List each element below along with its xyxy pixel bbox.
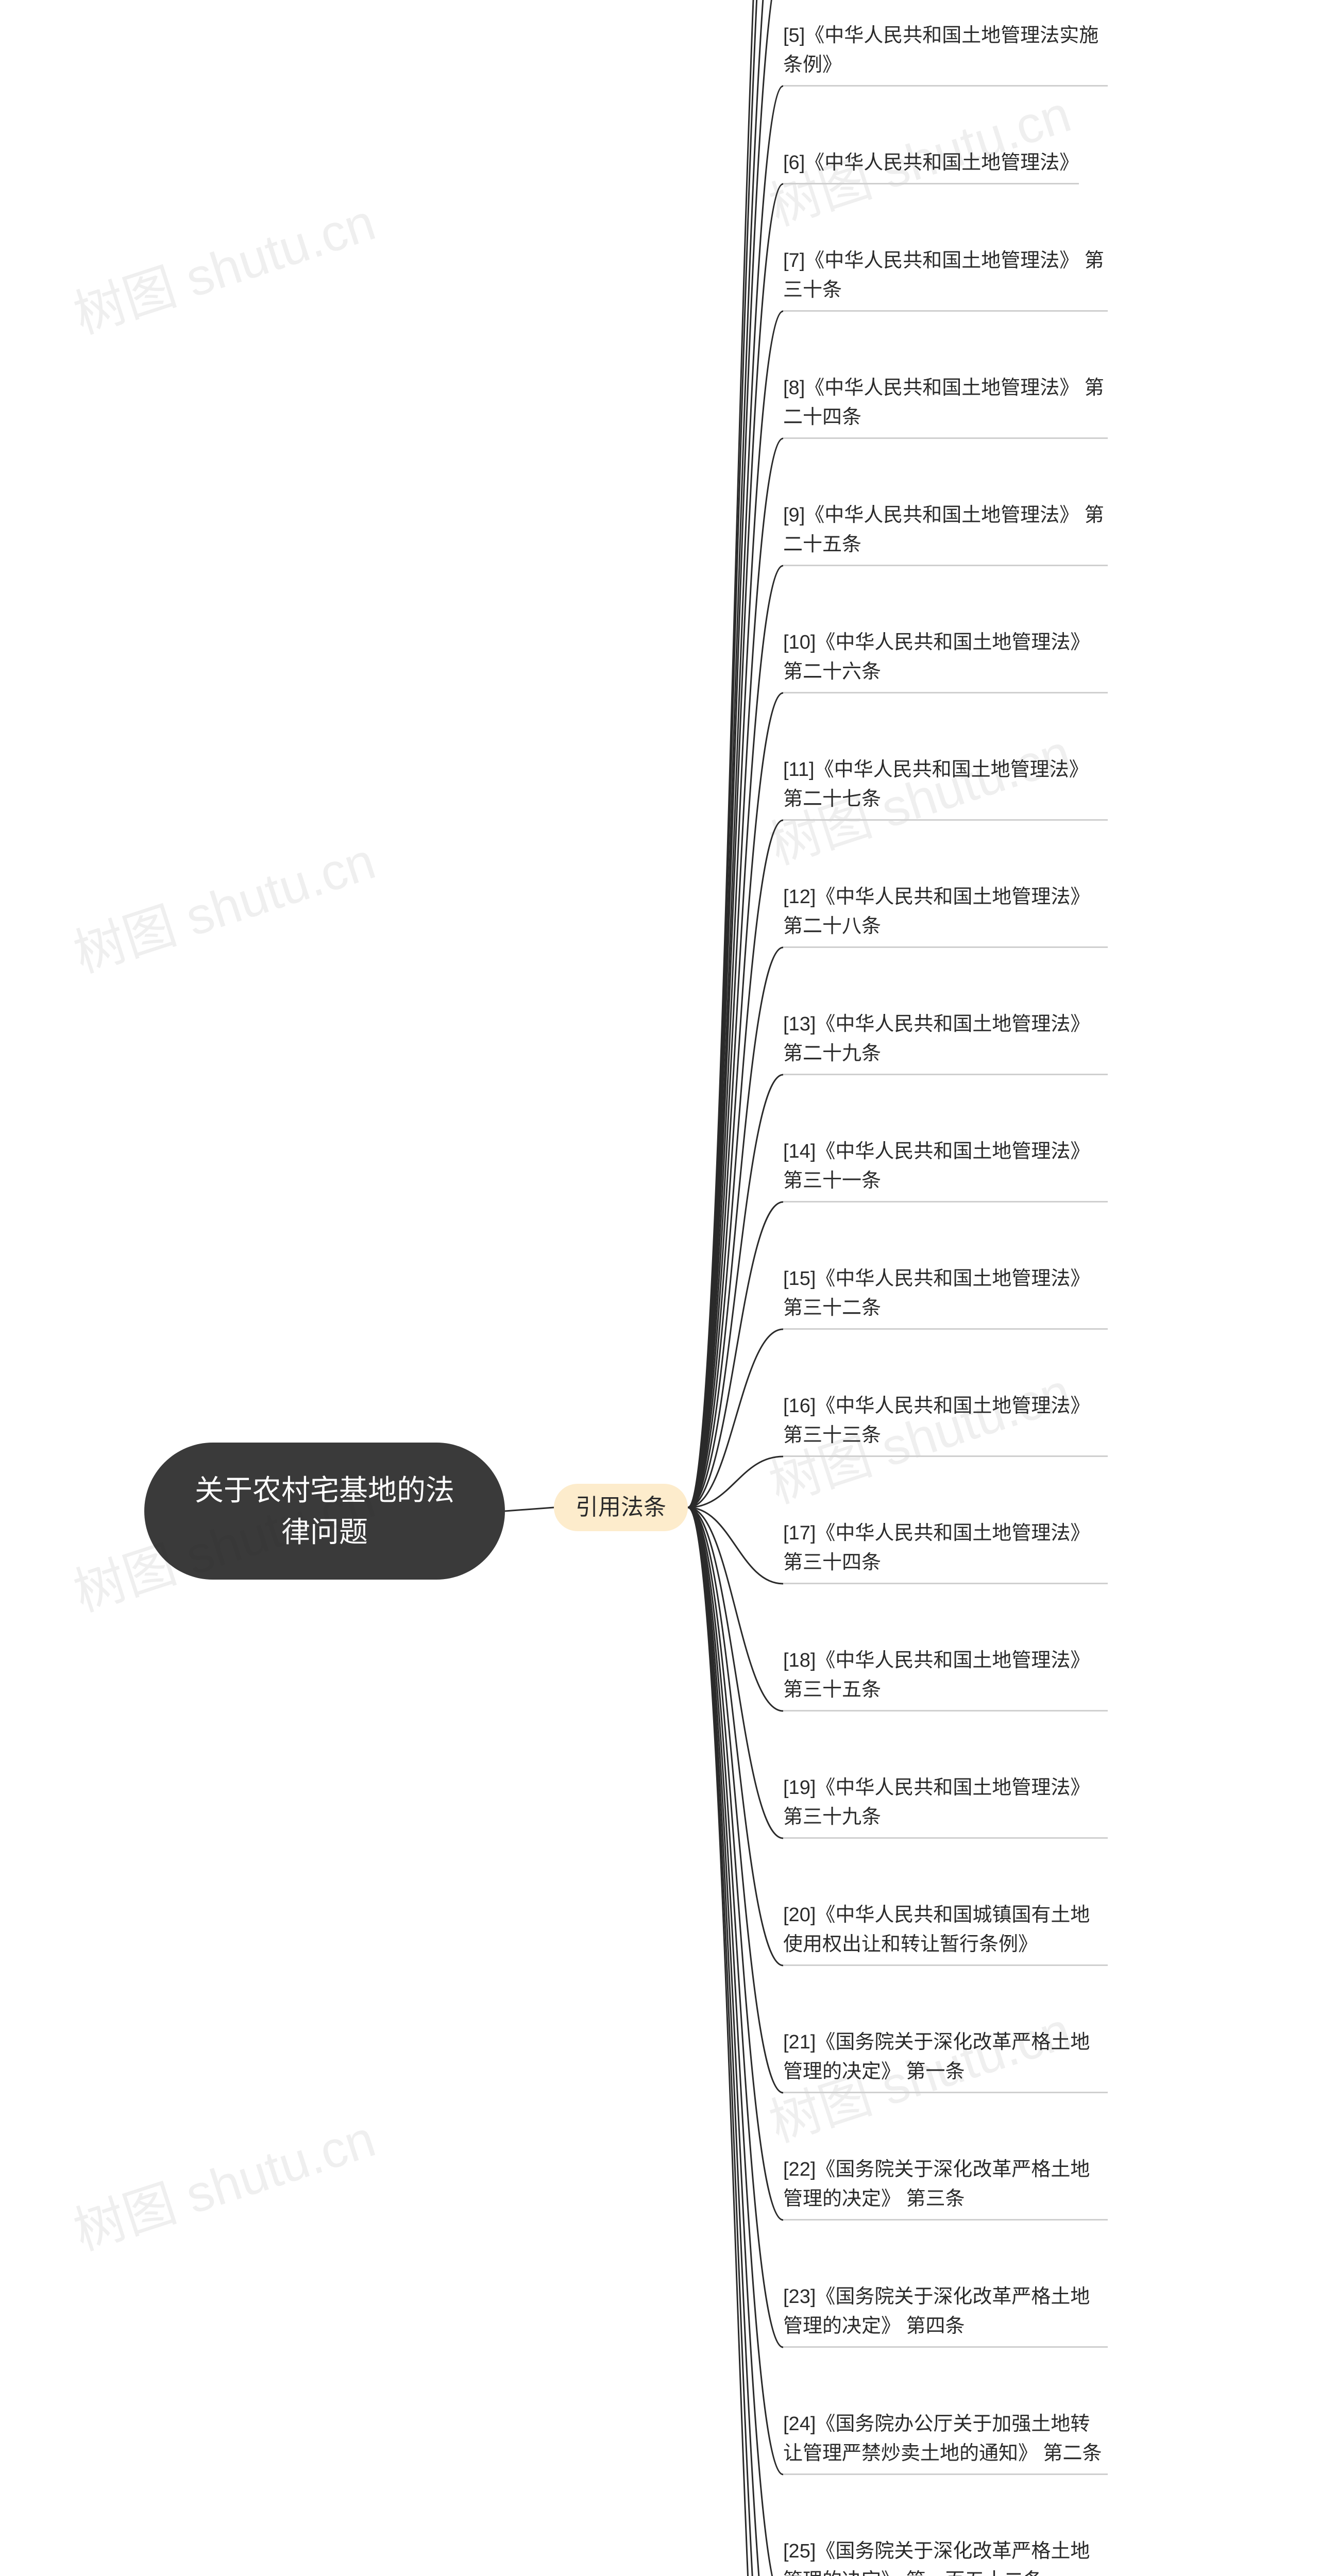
mindmap-canvas: 关于农村宅基地的法律问题 引用法条 树图 shutu.cn 树图 shutu.cn… bbox=[0, 0, 1319, 2576]
leaf-node[interactable]: [5]《中华人民共和国土地管理法实施条例》 bbox=[783, 21, 1108, 87]
watermark: 树图 shutu.cn bbox=[63, 180, 383, 348]
leaf-node[interactable]: [19]《中华人民共和国土地管理法》 第三十九条 bbox=[783, 1773, 1108, 1839]
leaf-node[interactable]: [11]《中华人民共和国土地管理法》 第二十七条 bbox=[783, 755, 1108, 821]
leaf-label: [13]《中华人民共和国土地管理法》 第二十九条 bbox=[783, 1013, 1090, 1064]
mid-node[interactable]: 引用法条 bbox=[554, 1484, 688, 1531]
leaf-node[interactable]: [14]《中华人民共和国土地管理法》 第三十一条 bbox=[783, 1137, 1108, 1202]
root-label: 关于农村宅基地的法律问题 bbox=[195, 1474, 454, 1548]
leaf-label: [22]《国务院关于深化改革严格土地管理的决定》 第三条 bbox=[783, 2159, 1090, 2210]
leaf-node[interactable]: [10]《中华人民共和国土地管理法》 第二十六条 bbox=[783, 628, 1108, 693]
watermark: 树图 shutu.cn bbox=[63, 819, 383, 987]
leaf-label: [14]《中华人民共和国土地管理法》 第三十一条 bbox=[783, 1141, 1090, 1192]
leaf-node[interactable]: [16]《中华人民共和国土地管理法》 第三十三条 bbox=[783, 1392, 1108, 1457]
leaf-node[interactable]: [22]《国务院关于深化改革严格土地管理的决定》 第三条 bbox=[783, 2155, 1108, 2221]
leaf-node[interactable]: [18]《中华人民共和国土地管理法》 第三十五条 bbox=[783, 1646, 1108, 1711]
leaf-node[interactable]: [20]《中华人民共和国城镇国有土地使用权出让和转让暂行条例》 bbox=[783, 1901, 1108, 1966]
leaf-label: [11]《中华人民共和国土地管理法》 第二十七条 bbox=[783, 759, 1089, 810]
leaf-node[interactable]: [24]《国务院办公厅关于加强土地转让管理严禁炒卖土地的通知》 第二条 bbox=[783, 2410, 1108, 2475]
leaf-label: [21]《国务院关于深化改革严格土地管理的决定》 第一条 bbox=[783, 2031, 1090, 2082]
leaf-label: [6]《中华人民共和国土地管理法》 bbox=[783, 152, 1079, 174]
leaf-label: [8]《中华人民共和国土地管理法》 第二十四条 bbox=[783, 377, 1104, 428]
leaf-label: [7]《中华人民共和国土地管理法》 第三十条 bbox=[783, 250, 1104, 301]
leaf-node[interactable]: [15]《中华人民共和国土地管理法》 第三十二条 bbox=[783, 1264, 1108, 1330]
leaf-node[interactable]: [12]《中华人民共和国土地管理法》 第二十八条 bbox=[783, 883, 1108, 948]
leaf-label: [10]《中华人民共和国土地管理法》 第二十六条 bbox=[783, 632, 1090, 683]
leaf-label: [9]《中华人民共和国土地管理法》 第二十五条 bbox=[783, 504, 1104, 555]
leaf-label: [16]《中华人民共和国土地管理法》 第三十三条 bbox=[783, 1395, 1090, 1446]
leaf-node[interactable]: [23]《国务院关于深化改革严格土地管理的决定》 第四条 bbox=[783, 2282, 1108, 2348]
leaf-label: [17]《中华人民共和国土地管理法》 第三十四条 bbox=[783, 1522, 1090, 1573]
leaf-label: [25]《国务院关于深化改革严格土地管理的决定》 第一百五十二条 bbox=[783, 2540, 1090, 2576]
leaf-node[interactable]: [13]《中华人民共和国土地管理法》 第二十九条 bbox=[783, 1010, 1108, 1075]
edge-layer bbox=[0, 0, 1319, 2576]
leaf-node[interactable]: [21]《国务院关于深化改革严格土地管理的决定》 第一条 bbox=[783, 2028, 1108, 2093]
leaf-node[interactable]: [7]《中华人民共和国土地管理法》 第三十条 bbox=[783, 246, 1108, 312]
leaf-label: [12]《中华人民共和国土地管理法》 第二十八条 bbox=[783, 886, 1090, 937]
leaf-node[interactable]: [17]《中华人民共和国土地管理法》 第三十四条 bbox=[783, 1519, 1108, 1584]
leaf-label: [20]《中华人民共和国城镇国有土地使用权出让和转让暂行条例》 bbox=[783, 1904, 1090, 1955]
leaf-node[interactable]: [25]《国务院关于深化改革严格土地管理的决定》 第一百五十二条 bbox=[783, 2537, 1108, 2576]
leaf-label: [23]《国务院关于深化改革严格土地管理的决定》 第四条 bbox=[783, 2286, 1090, 2337]
mid-label: 引用法条 bbox=[576, 1495, 666, 1520]
watermark: 树图 shutu.cn bbox=[63, 2097, 383, 2264]
leaf-label: [24]《国务院办公厅关于加强土地转让管理严禁炒卖土地的通知》 第二条 bbox=[783, 2413, 1102, 2464]
root-node[interactable]: 关于农村宅基地的法律问题 bbox=[144, 1443, 505, 1580]
leaf-node[interactable]: [6]《中华人民共和国土地管理法》 bbox=[783, 148, 1079, 184]
leaf-node[interactable]: [9]《中华人民共和国土地管理法》 第二十五条 bbox=[783, 501, 1108, 566]
leaf-label: [19]《中华人民共和国土地管理法》 第三十九条 bbox=[783, 1777, 1090, 1828]
leaf-label: [18]《中华人民共和国土地管理法》 第三十五条 bbox=[783, 1650, 1090, 1701]
leaf-label: [5]《中华人民共和国土地管理法实施条例》 bbox=[783, 25, 1098, 76]
leaf-node[interactable]: [8]《中华人民共和国土地管理法》 第二十四条 bbox=[783, 374, 1108, 439]
leaf-label: [15]《中华人民共和国土地管理法》 第三十二条 bbox=[783, 1268, 1090, 1319]
